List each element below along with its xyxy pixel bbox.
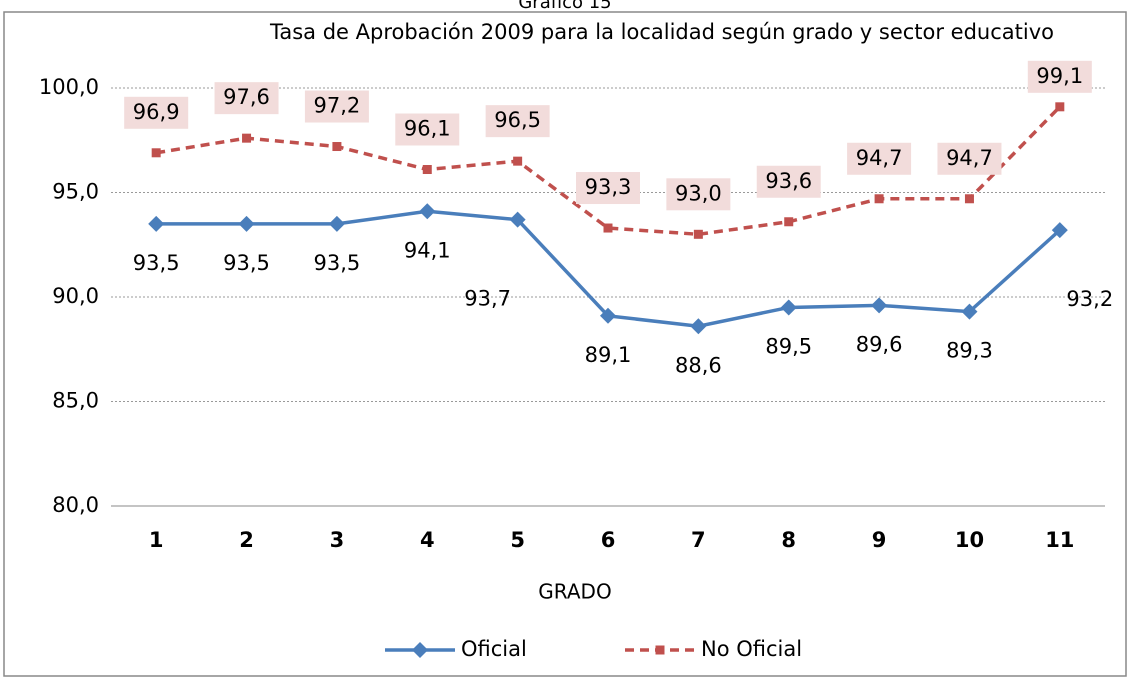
x-tick-label: 5 [510,528,525,552]
data-label: 93,5 [133,251,180,275]
data-label: 88,6 [675,353,722,377]
point-marker [151,148,161,158]
data-label: 96,9 [133,100,180,124]
legend-label: Oficial [461,637,527,661]
data-label-bg [1027,60,1092,93]
point-marker [1051,222,1068,239]
point-marker [964,194,974,204]
data-label: 94,1 [404,238,451,262]
data-label-bg [576,172,640,205]
data-label: 89,5 [765,334,812,358]
x-tick-label: 7 [691,528,706,552]
point-marker [148,215,165,232]
data-label-bg [214,82,279,115]
x-tick-label: 1 [149,528,164,552]
data-label: 93,5 [314,251,361,275]
point-marker [513,156,523,166]
data-label: 93,3 [585,175,632,199]
legend-marker [655,645,665,655]
series-line [155,105,1062,237]
data-label: 89,3 [946,339,993,363]
x-tick-label: 4 [420,528,435,552]
chart-title: Tasa de Aprobación 2009 para la localida… [269,20,1054,44]
point-marker [422,165,432,175]
point-marker [242,133,252,143]
point-marker [780,299,797,316]
data-label-bg [937,142,1002,175]
x-tick-label: 3 [330,528,345,552]
data-label-bg [485,105,550,138]
data-label-bg [124,96,189,129]
data-label: 93,0 [675,181,722,205]
data-label: 89,1 [585,343,632,367]
point-marker [874,194,884,204]
y-tick-label: 100,0 [39,75,99,99]
data-label: 97,6 [223,85,270,109]
x-tick-label: 8 [781,528,796,552]
x-tick-label: 11 [1045,528,1074,552]
x-axis-label: GRADO [538,580,611,604]
data-label: 97,2 [314,94,361,118]
point-marker [600,307,616,324]
point-marker [871,297,888,314]
legend-marker [412,642,428,658]
chart-frame [3,11,1127,677]
point-marker [690,318,707,335]
x-tick-label: 6 [601,528,616,552]
data-label-bg [304,90,369,123]
point-marker [603,223,613,233]
y-tick-label: 85,0 [52,389,99,413]
point-marker [238,215,255,232]
data-label: 99,1 [1036,64,1083,88]
data-label: 89,6 [856,332,903,356]
point-marker [693,229,703,239]
chart-heading: Gráfico 15 [518,0,611,13]
data-label-bg [395,113,460,146]
x-tick-label: 2 [239,528,254,552]
data-label: 96,5 [494,108,541,132]
y-tick-label: 95,0 [52,180,99,204]
data-label: 94,7 [856,146,903,170]
y-tick-label: 80,0 [52,493,99,517]
point-marker [1055,102,1065,112]
point-marker [332,142,342,152]
point-marker [419,203,436,220]
data-label: 93,7 [464,287,511,311]
data-label: 94,7 [946,146,993,170]
data-label-bg [666,178,731,211]
point-marker [328,215,345,232]
data-label-bg [847,142,912,175]
data-label: 93,6 [765,169,812,193]
x-tick-label: 9 [872,528,887,552]
point-marker [784,217,794,227]
data-label-bg [756,165,821,198]
data-label: 93,5 [223,251,270,275]
x-tick-label: 10 [955,528,984,552]
data-label: 96,1 [404,117,451,141]
point-marker [961,303,978,320]
point-marker [509,211,526,228]
legend-label: No Oficial [701,637,802,661]
data-label: 93,2 [1066,287,1113,311]
y-tick-label: 90,0 [52,284,99,308]
